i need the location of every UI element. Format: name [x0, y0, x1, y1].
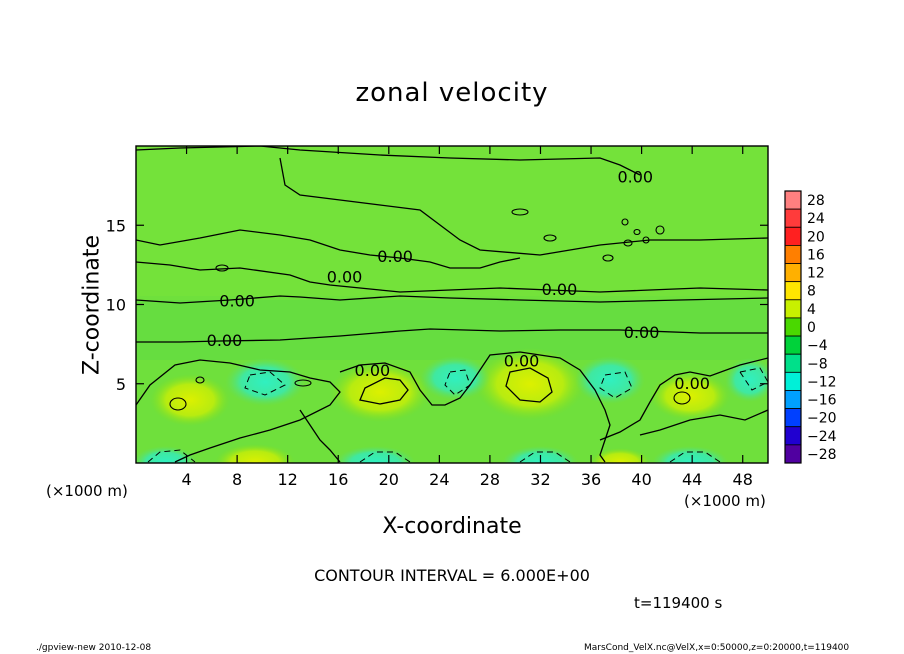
- colorbar-label: 0: [807, 320, 816, 336]
- colorbar-swatch: [784, 263, 802, 283]
- time-stamp-text: t=119400 s: [634, 594, 723, 612]
- footer-right-text: MarsCond_VelX.nc@VelX,x=0:50000,z=0:2000…: [584, 643, 850, 653]
- footer-left-text: ./gpview-new 2010-12-08: [36, 643, 152, 653]
- colorbar-frame: [784, 190, 802, 464]
- colorbar-swatch: [784, 426, 802, 446]
- x-axis: 4 8 12 16 20 24 28 32 36 40 44 48: [181, 146, 753, 489]
- velocity-field: [136, 146, 768, 463]
- colorbar-label: −16: [807, 393, 837, 409]
- y-tick-label: 15: [106, 216, 126, 235]
- colorbar-swatch: [784, 208, 802, 228]
- colorbar-label: −8: [807, 356, 828, 372]
- colorbar-swatch: [784, 299, 802, 319]
- small-contour-cells: [169, 208, 691, 411]
- colorbar-label: 8: [807, 284, 816, 300]
- colorbar: 28 24 20 16 12 8 4 0 −4 −8 −12 −16 −20 −24 −28: [784, 190, 837, 464]
- chart-title: zonal velocity: [355, 78, 549, 108]
- colorbar-swatch: [784, 390, 802, 410]
- x-tick-label: 32: [530, 470, 550, 489]
- y-axis-label: Z-coordinate: [79, 235, 105, 375]
- y-axis: 5 10 15: [106, 216, 768, 394]
- x-axis-label: X-coordinate: [0, 514, 904, 539]
- contour-label: 0.00: [377, 247, 413, 266]
- contour-label: 0.00: [624, 323, 660, 342]
- colorbar-label: 20: [807, 229, 825, 245]
- x-tick-label: 16: [328, 470, 348, 489]
- colorbar-label: −24: [807, 429, 837, 445]
- x-tick-label: 28: [480, 470, 500, 489]
- y-tick-label: 10: [106, 296, 126, 315]
- contour-label: 0.00: [504, 352, 540, 371]
- colorbar-swatch: [784, 371, 802, 391]
- colorbar-label: −28: [807, 447, 837, 463]
- colorbar-swatch: [784, 190, 802, 210]
- x-axis-label-text: X-coordinate: [382, 514, 522, 539]
- negative-contours: [147, 367, 768, 463]
- colorbar-label: 12: [807, 266, 825, 282]
- x-tick-label: 4: [181, 470, 191, 489]
- colorbar-label: −20: [807, 411, 837, 427]
- colorbar-label: 24: [807, 211, 825, 227]
- x-tick-label: 8: [232, 470, 242, 489]
- x-tick-label: 36: [581, 470, 601, 489]
- x-tick-label: 44: [682, 470, 702, 489]
- x-tick-label: 12: [278, 470, 298, 489]
- contour-label: 0.00: [674, 374, 710, 393]
- x-unit-label-left: (×1000 m): [46, 482, 128, 500]
- colorbar-label: 28: [807, 193, 825, 209]
- colorbar-swatch: [784, 335, 802, 355]
- x-tick-label: 40: [631, 470, 651, 489]
- contour-label: 0.00: [355, 361, 391, 380]
- contour-label: 0.00: [207, 331, 243, 350]
- colorbar-label: 4: [807, 302, 816, 318]
- colorbar-label: −12: [807, 374, 837, 390]
- colorbar-label: 16: [807, 247, 825, 263]
- colorbar-swatch: [784, 226, 802, 246]
- contour-labels: 0.00 0.00 0.00 0.00 0.00 0.00 0.00 0.00 0.00 0.00: [207, 168, 710, 393]
- x-unit-label-right: (×1000 m): [684, 492, 766, 510]
- colorbar-swatch: [784, 317, 802, 337]
- x-tick-label: 48: [733, 470, 753, 489]
- contour-interval-text: CONTOUR INTERVAL = 6.000E+00: [314, 566, 590, 585]
- contour-label: 0.00: [219, 291, 255, 310]
- colorbar-swatch: [784, 353, 802, 373]
- contour-label: 0.00: [542, 280, 578, 299]
- contour-label: 0.00: [327, 268, 363, 287]
- x-tick-label: 20: [379, 470, 399, 489]
- x-tick-label: 24: [429, 470, 449, 489]
- colorbar-label: −4: [807, 338, 828, 354]
- contour-label: 0.00: [617, 168, 653, 187]
- contour-lines: [136, 146, 768, 463]
- colorbar-swatch: [784, 281, 802, 301]
- colorbar-swatch: [784, 408, 802, 428]
- colorbar-swatch: [784, 444, 802, 464]
- colorbar-swatch: [784, 244, 802, 264]
- y-tick-label: 5: [116, 375, 126, 394]
